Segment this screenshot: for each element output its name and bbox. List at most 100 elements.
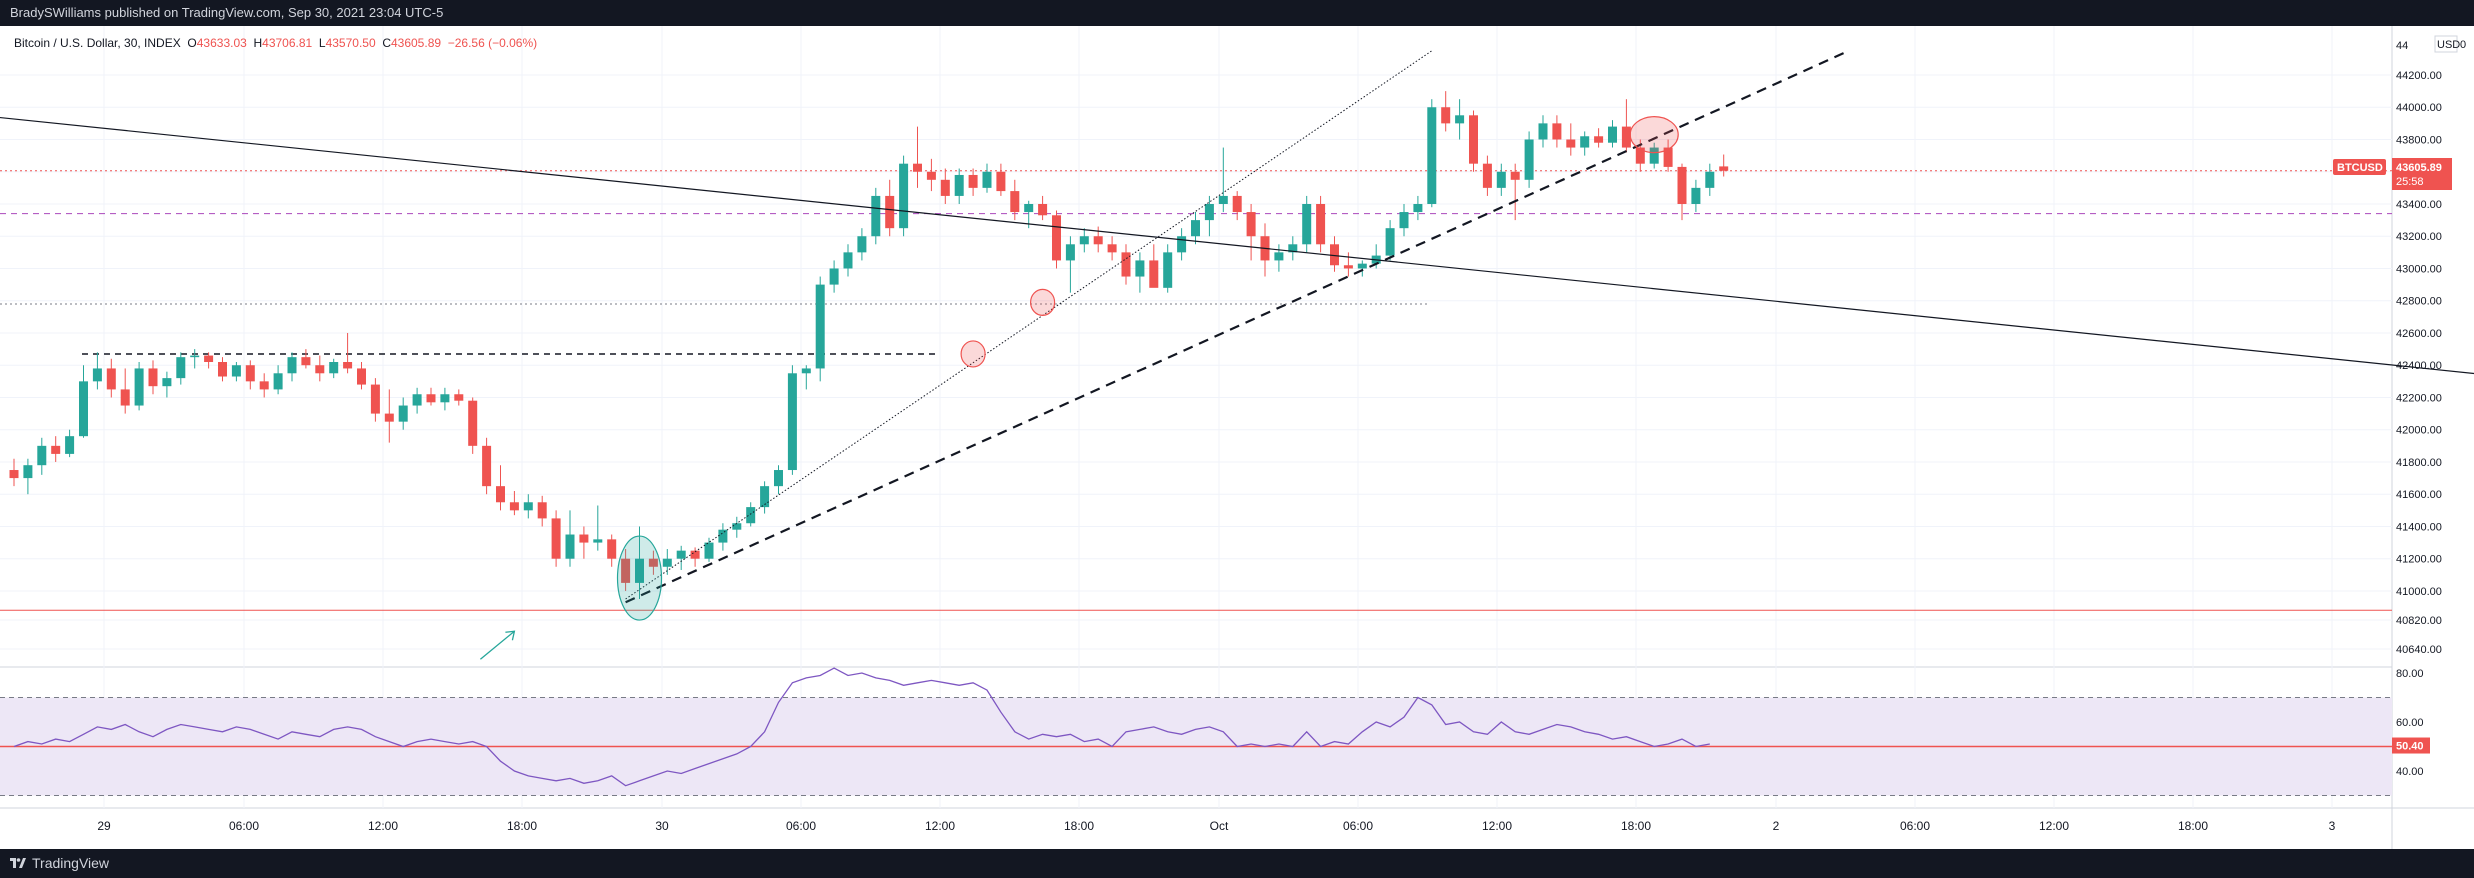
candle-body: [1149, 260, 1159, 288]
candle-body: [218, 362, 227, 377]
time-tick-label: 29: [97, 819, 111, 833]
candle-body: [329, 362, 339, 374]
trend-lines: [0, 49, 2474, 604]
candle-body: [1538, 123, 1548, 140]
candle-body: [968, 174, 978, 188]
candle-body: [1649, 147, 1659, 164]
candle-body: [1663, 147, 1673, 167]
candle-body: [621, 558, 631, 583]
currency-badge: [2434, 35, 2458, 53]
candle-body: [482, 445, 492, 487]
rsi-last-label: 50.40: [2396, 741, 2424, 753]
footer-brand: TradingView: [32, 855, 110, 871]
candle-body: [37, 445, 47, 466]
legend-high-label: H: [253, 36, 263, 50]
price-tick-label: 42400.00: [2396, 360, 2442, 372]
candle-body: [1621, 126, 1631, 148]
candle-body: [704, 542, 714, 559]
candle-body: [1455, 115, 1465, 124]
published-header: BradySWilliams published on TradingView.…: [0, 0, 2474, 26]
time-tick-label: 12:00: [925, 819, 955, 833]
candle-body: [176, 357, 186, 379]
candle-body: [787, 373, 797, 471]
currency-suffix: 0: [2460, 39, 2466, 51]
candle-body: [954, 174, 964, 196]
candle-body: [1482, 163, 1492, 188]
chart-svg[interactable]: 40640.00 40820.00 41000.00 41200.00 41400.00…: [0, 26, 2474, 849]
candle-body: [1427, 107, 1437, 204]
price-tick-label: 42800.00: [2396, 296, 2442, 308]
price-tick-label: 43400.00: [2396, 199, 2442, 211]
footer-bar: TradingView: [0, 849, 2474, 878]
time-tick-label: 12:00: [368, 819, 398, 833]
candle-body: [1580, 136, 1590, 148]
candle-body: [996, 171, 1006, 192]
candle-body: [537, 502, 547, 519]
candle-body: [774, 470, 783, 487]
candle-body: [190, 355, 200, 358]
candle-body: [1566, 139, 1576, 148]
candle-body: [398, 405, 408, 422]
candle-body: [1691, 187, 1701, 204]
candle-body: [1496, 171, 1506, 188]
candle-body: [23, 465, 33, 479]
legend-high: 43706.81: [262, 36, 313, 50]
time-tick-label: 3: [2329, 819, 2336, 833]
candle-body: [1441, 107, 1451, 124]
candle-body: [1024, 203, 1034, 213]
price-tick-label: 40640.00: [2396, 644, 2442, 656]
legend-open-label: O: [187, 36, 197, 50]
candle-body: [1552, 123, 1562, 140]
candle-body: [384, 413, 394, 422]
candle-body: [1399, 212, 1409, 229]
candle-body: [1121, 252, 1131, 277]
countdown-label: 25:58: [2396, 176, 2424, 188]
legend-low-label: L: [318, 36, 326, 50]
candle-body: [1079, 236, 1089, 245]
time-tick-label: 18:00: [1064, 819, 1094, 833]
chart-area[interactable]: 40640.00 40820.00 41000.00 41200.00 41400.00…: [0, 26, 2474, 849]
candle-body: [1302, 203, 1312, 245]
candle-body: [1316, 203, 1326, 245]
candle-body: [1357, 263, 1367, 269]
trend-line: [625, 49, 1850, 604]
candle-body: [746, 507, 756, 524]
last-price-badge: [2392, 158, 2452, 190]
candle-body: [1010, 191, 1020, 213]
time-tick-label: 06:00: [786, 819, 816, 833]
candle-body: [273, 373, 283, 390]
price-tick-label: 42600.00: [2396, 328, 2442, 340]
price-tick-label: 42200.00: [2396, 392, 2442, 404]
candle-body: [690, 550, 700, 559]
price-tick-label: 41600.00: [2396, 489, 2442, 501]
candle-body: [301, 357, 311, 366]
price-tick-label: 40820.00: [2396, 615, 2442, 627]
candle-body: [1177, 236, 1187, 253]
trend-line: [625, 50, 1433, 600]
legend-change: −26.56 (−0.06%): [447, 36, 538, 50]
time-tick-label: 30: [655, 819, 669, 833]
candle-body: [885, 195, 895, 229]
candle-body: [843, 252, 853, 269]
candle-body: [760, 486, 770, 508]
gridlines: [0, 26, 2392, 808]
candle-body: [732, 523, 742, 530]
candle-body: [1510, 171, 1520, 180]
ohlc-legend: Bitcoin / U.S. Dollar, 30, INDEX O43633.…: [14, 36, 537, 50]
legend-low: 43570.50: [325, 36, 376, 50]
price-tick-label: 43200.00: [2396, 231, 2442, 243]
candle-body: [982, 171, 992, 188]
candle-body: [1635, 147, 1645, 164]
highlight-ellipse: [1029, 288, 1056, 316]
time-tick-label: 2: [1773, 819, 1780, 833]
time-tick-label: 18:00: [507, 819, 537, 833]
rsi-tick-label: 80.00: [2396, 668, 2424, 680]
last-price-label: 43605.89: [2396, 162, 2442, 174]
horizontal-levels: [0, 170, 2392, 611]
annotations: [479, 116, 1679, 660]
candle-body: [134, 368, 144, 406]
legend-symbol: Bitcoin / U.S. Dollar, 30, INDEX: [14, 36, 181, 50]
candle-body: [662, 558, 672, 567]
price-tick-label: 44000.00: [2396, 102, 2442, 114]
candle-body: [1093, 236, 1103, 245]
